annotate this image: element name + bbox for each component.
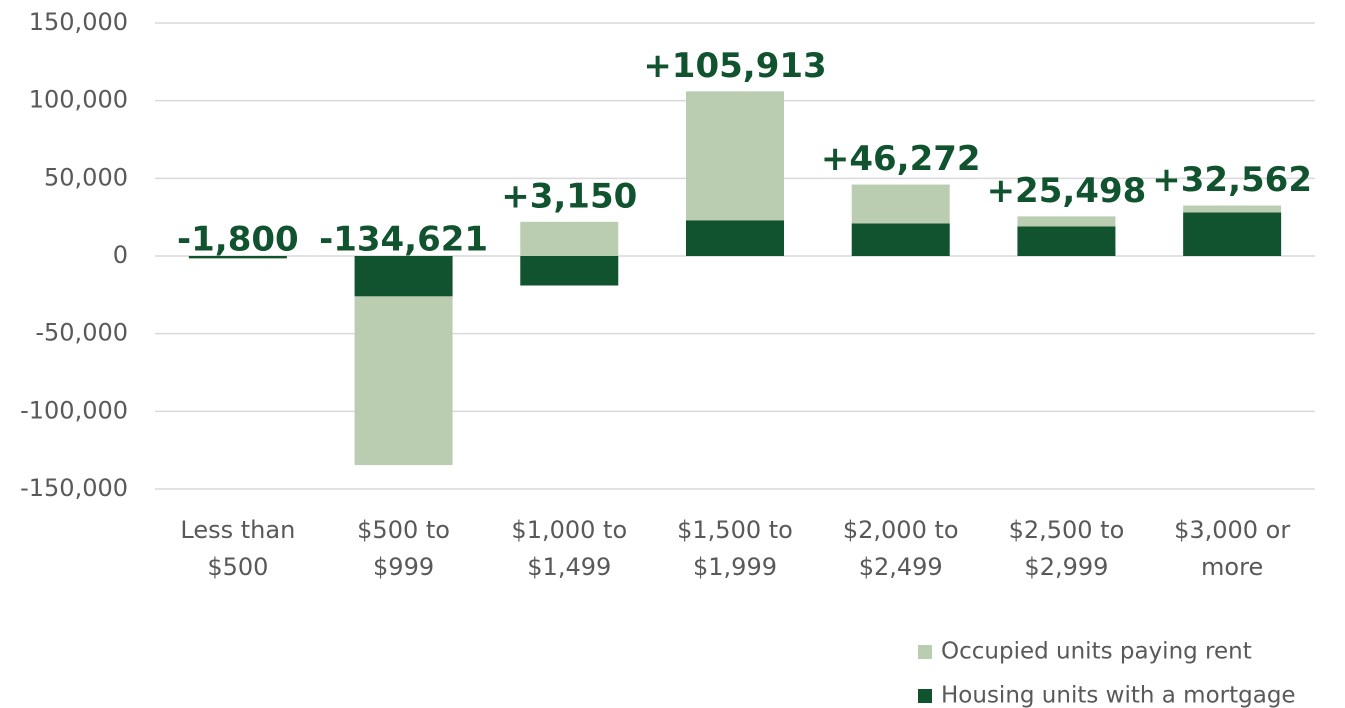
bar [354,296,453,466]
bar [354,256,453,297]
bar [520,221,619,256]
x-tick-label: Less than $500 [180,516,295,581]
legend-label: Occupied units paying rent [941,639,1252,665]
legend-swatch [918,689,932,703]
legend-swatch [918,645,932,659]
bar [188,256,287,259]
bar [520,256,619,286]
bar [1017,226,1116,256]
bar [851,223,950,256]
bar [1017,216,1116,227]
total-label: +46,272 [821,139,981,179]
total-label: +25,498 [987,171,1147,211]
y-tick-label: 50,000 [44,163,128,191]
bar [851,184,950,224]
total-label: +3,150 [501,176,637,216]
total-label: -1,800 [177,220,299,260]
bar [686,220,784,256]
y-tick-label: 100,000 [29,86,128,114]
y-tick-label: -150,000 [20,474,128,502]
y-tick-label: -100,000 [20,396,128,424]
legend-label: Housing units with a mortgage [941,683,1296,708]
x-tick-label: $1,000 to $1,499 [511,516,627,581]
x-tick-label: $2,000 to $2,499 [843,516,959,581]
x-tick-label: $2,500 to $2,999 [1009,516,1125,581]
total-label: +105,913 [643,46,826,86]
bar [686,91,784,221]
x-tick-label: $500 to $999 [357,516,450,581]
y-tick-label: 0 [113,241,128,269]
bar [1183,205,1282,213]
y-tick-label: 150,000 [29,8,128,36]
x-tick-label: $3,000 or more [1174,516,1290,581]
x-tick-label: $1,500 to $1,999 [677,516,793,581]
total-label: -134,621 [319,220,488,260]
total-label: +32,562 [1152,160,1312,200]
bar [1183,212,1282,256]
y-tick-label: -50,000 [35,319,128,347]
